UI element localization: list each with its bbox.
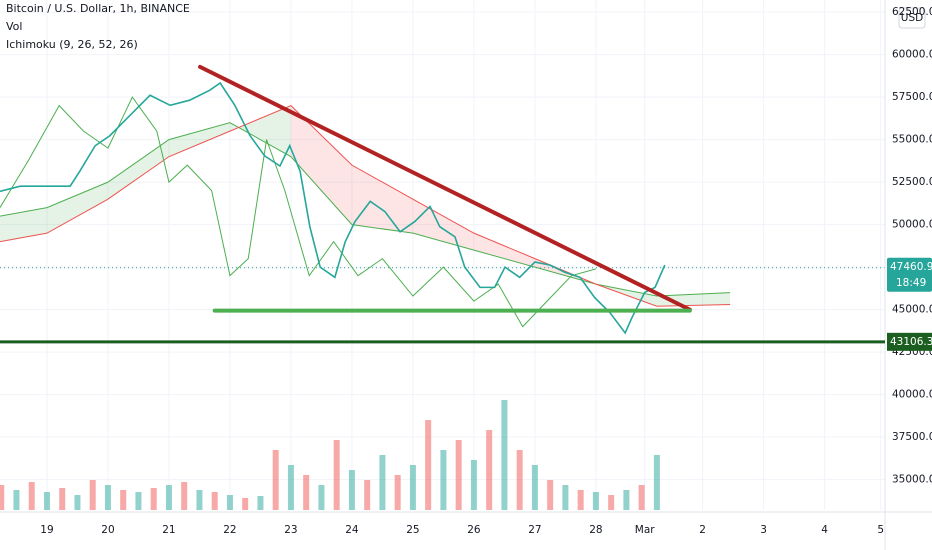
x-tick-label: 26 (467, 524, 481, 536)
volume-bar (638, 485, 645, 510)
x-tick-label: 2 (699, 524, 706, 536)
indicator-label: Ichimoku (9, 26, 52, 26) (6, 38, 138, 51)
volume-bar (165, 485, 172, 510)
volume-bar (150, 488, 157, 510)
y-tick-label: 62500.00 (892, 6, 932, 18)
y-tick-label: 40000.00 (892, 389, 932, 401)
volume-bar (653, 455, 660, 510)
x-tick-label: 28 (589, 524, 602, 536)
volume-bar (257, 496, 264, 510)
volume-bar (592, 492, 599, 510)
price-line (0, 81, 666, 335)
volume-bar (120, 490, 127, 510)
price-label-box (887, 257, 932, 292)
volume-bar (303, 475, 310, 510)
volume-bar (531, 465, 538, 510)
cloud-fill (46, 182, 108, 234)
x-tick-label: 3 (760, 524, 767, 536)
volume-bar (13, 490, 20, 510)
currency-button[interactable] (898, 7, 926, 29)
x-tick-label: 20 (101, 524, 114, 536)
x-tick-label: 23 (284, 524, 297, 536)
y-tick-label: 50000.00 (892, 219, 932, 231)
cloud-fill (229, 105, 291, 157)
volume-bar (440, 450, 447, 510)
volume-bar (318, 485, 325, 510)
volume-bar (562, 485, 569, 510)
volume-bar (181, 482, 188, 510)
volume-bar (242, 498, 249, 510)
x-tick-label: 4 (821, 524, 828, 536)
volume-bar (623, 490, 630, 510)
volume-bar (516, 450, 523, 510)
x-tick-label: 24 (345, 524, 359, 536)
volume-bar (104, 485, 111, 510)
cloud-fill (290, 105, 352, 225)
plot-area (0, 0, 885, 510)
y-tick-label: 55000.00 (892, 134, 932, 146)
volume-bar (287, 465, 294, 510)
volume-bar (364, 480, 371, 510)
x-tick-label: 22 (223, 524, 236, 536)
cloud-fill (473, 233, 535, 268)
y-tick-label: 52500.00 (892, 176, 932, 188)
volume-bar (333, 440, 340, 510)
volume-bar (211, 492, 218, 510)
y-tick-label: 45000.00 (892, 304, 932, 316)
cloud-fill (107, 139, 169, 200)
level-label-box (887, 332, 932, 351)
y-tick-label: 60000.00 (892, 49, 932, 61)
volume-bar (272, 450, 279, 510)
volume-label: Vol (6, 20, 22, 33)
y-tick-label: 57500.00 (892, 91, 932, 103)
volume-bar (28, 482, 35, 510)
volume-bar (74, 495, 81, 510)
volume-bar (226, 495, 233, 510)
volume-bar (43, 492, 50, 510)
volume-bar (547, 480, 554, 510)
volume-bar (486, 430, 493, 510)
trend-line (198, 64, 692, 312)
y-tick-label: 37500.00 (892, 431, 932, 443)
volume-bar (59, 488, 66, 510)
volume-bar (455, 440, 462, 510)
volume-bar (409, 465, 416, 510)
y-tick-label: 35000.00 (892, 474, 932, 486)
volume-bar (394, 475, 401, 510)
volume-bar (89, 480, 96, 510)
level-label: 43106.31 (890, 336, 932, 348)
countdown-label: 18:49 (896, 277, 926, 289)
cloud-fill (0, 207, 47, 242)
price-label: 47460.98 (890, 261, 932, 273)
volume-bar (348, 470, 355, 510)
x-tick-label: 19 (40, 524, 53, 536)
volume-bar (425, 420, 432, 510)
volume-bar (135, 492, 142, 510)
x-tick-label: Mar (635, 524, 655, 536)
cloud-span-b (0, 105, 731, 307)
volume-bar (0, 485, 5, 510)
volume-bar (608, 495, 615, 510)
cloud-fill (351, 165, 413, 234)
volume-bar (470, 460, 477, 510)
volume-bar (501, 400, 508, 510)
x-tick-label: 21 (162, 524, 175, 536)
volume-bar (379, 455, 386, 510)
symbol-title: Bitcoin / U.S. Dollar, 1h, BINANCE (6, 2, 190, 15)
x-tick-label: 25 (406, 524, 419, 536)
currency-label[interactable]: USD (901, 12, 923, 24)
x-tick-label: 27 (528, 524, 541, 536)
cloud-fill (168, 122, 230, 157)
volume-bar (577, 490, 584, 510)
x-tick-label: 5 (877, 524, 884, 536)
volume-bar (196, 490, 203, 510)
